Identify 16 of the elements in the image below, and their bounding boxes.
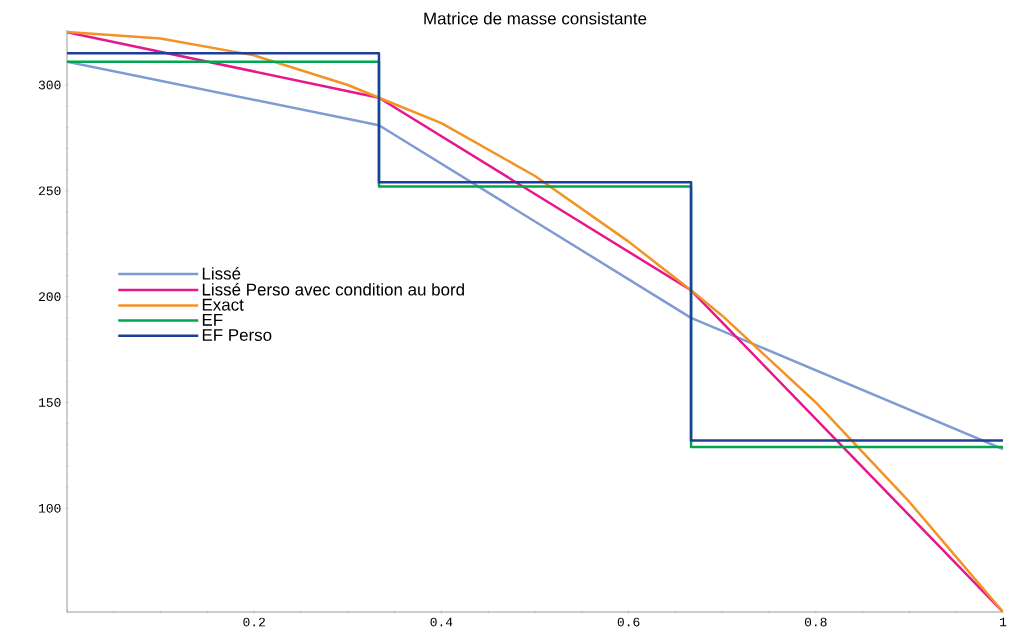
x-tick-label: 1 — [1000, 617, 1007, 627]
y-tick-label: 200 — [38, 292, 61, 302]
x-tick-label: 0.4 — [430, 617, 453, 627]
x-tick-label: 0.8 — [804, 617, 827, 627]
y-tick-label: 150 — [38, 398, 61, 407]
legend-label: Exact — [202, 298, 244, 311]
legend-label: EF — [202, 314, 223, 326]
x-tick-label: 0.6 — [617, 617, 640, 627]
chart-title: Matrice de masse consistante — [424, 12, 647, 25]
y-tick-label: 100 — [38, 503, 61, 513]
legend-label: Lissé — [202, 266, 241, 280]
legend-label: EF Perso — [202, 329, 272, 341]
y-tick-label: 250 — [38, 186, 61, 196]
x-tick-label: 0.2 — [243, 617, 265, 627]
legend-label: Lissé Perso avec condition au bord — [202, 282, 464, 296]
y-tick-label: 300 — [38, 80, 61, 90]
